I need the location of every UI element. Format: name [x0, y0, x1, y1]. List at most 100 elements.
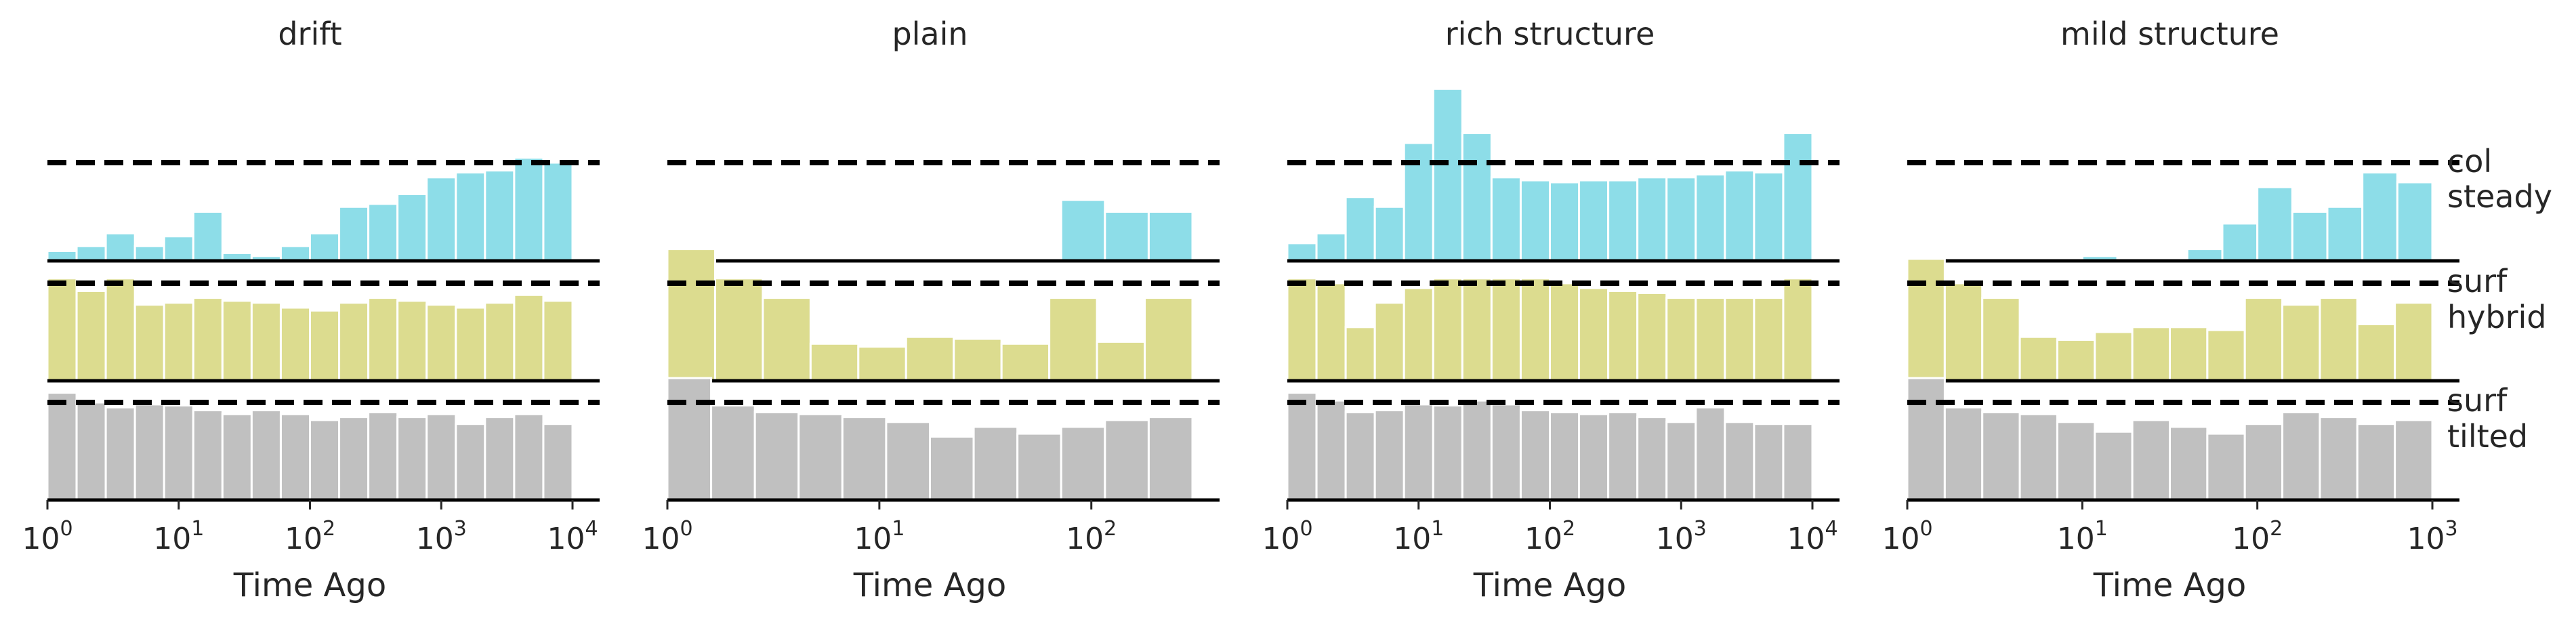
histogram-bar [2094, 430, 2134, 501]
histogram-bar [2131, 326, 2171, 382]
row-label-top: col [2447, 143, 2492, 180]
histogram-bar [513, 157, 545, 262]
histogram-bar [1060, 425, 1106, 501]
histogram-bar [1753, 171, 1785, 262]
histogram-bar [666, 377, 713, 501]
histogram-bar [1981, 411, 2021, 501]
row-label-top: surf [2447, 382, 2508, 419]
histogram-bar [1403, 287, 1434, 382]
histogram-bar [953, 337, 1003, 382]
histogram-bar [1104, 211, 1150, 262]
histogram-bar [367, 203, 399, 262]
tick-exponent: 3 [454, 517, 467, 541]
histogram-bar [1519, 409, 1551, 501]
histogram-bar [2186, 248, 2224, 262]
histogram-bar [1373, 301, 1405, 382]
tick-exponent: 2 [1104, 517, 1117, 541]
histogram-bar [1104, 419, 1150, 501]
histogram-bar [929, 435, 975, 501]
histogram-bar [104, 277, 136, 382]
histogram-bar [1943, 406, 1984, 501]
histogram-bar [484, 301, 516, 382]
x-tick-label: 104 [1787, 517, 1837, 556]
x-tick-label: 104 [547, 517, 598, 556]
tick-base: 10 [2232, 522, 2270, 556]
histogram-bar [1665, 297, 1697, 382]
histogram-bar [1016, 432, 1062, 501]
tick-base: 10 [1524, 522, 1562, 556]
histogram-bar [1144, 297, 1194, 382]
histogram-bar [1403, 403, 1434, 501]
histogram-bar [1724, 297, 1756, 382]
x-axis-ticks: 100 101 102 103 104 [22, 500, 598, 556]
histogram-bar [425, 304, 457, 382]
histogram-bar [163, 301, 194, 382]
x-axis-label: Time Ago [1473, 566, 1626, 604]
histogram-bar [797, 413, 844, 501]
histogram-bar [192, 211, 224, 262]
series-1 [46, 277, 574, 382]
histogram-bar [1344, 196, 1376, 262]
tick-exponent: 1 [2095, 517, 2108, 541]
histogram-bar [2056, 421, 2096, 501]
x-tick-label: 101 [153, 517, 204, 556]
x-axis-label: Time Ago [853, 566, 1006, 604]
panel-title: mild structure [2060, 16, 2279, 52]
x-tick-label: 103 [2407, 517, 2457, 556]
histogram-bar [1344, 326, 1376, 382]
series-0 [1286, 87, 1814, 262]
histogram-bar [221, 413, 253, 501]
histogram-bar [104, 406, 136, 501]
histogram-bar [2131, 419, 2171, 501]
histogram-bar [75, 245, 107, 262]
histogram-bar [1060, 199, 1106, 262]
histogram-bar [2221, 222, 2259, 262]
tick-exponent: 0 [680, 517, 692, 541]
row-label-bottom: tilted [2447, 418, 2528, 455]
x-tick-label: 103 [1656, 517, 1707, 556]
histogram-bar [75, 401, 107, 501]
histogram-bar [1519, 179, 1551, 262]
histogram-bar [2018, 413, 2058, 501]
x-axis-label: Time Ago [233, 566, 386, 604]
row-label-bottom: steady [2447, 178, 2552, 215]
histogram-bar [2281, 411, 2321, 501]
histogram-bar [484, 416, 516, 501]
histogram-bar [1286, 277, 1318, 382]
tick-exponent: 0 [60, 517, 72, 541]
histogram-bar [1943, 282, 1984, 382]
tick-exponent: 3 [2445, 517, 2457, 541]
histogram-bar [133, 304, 165, 382]
tick-exponent: 0 [1919, 517, 1932, 541]
series-0 [46, 157, 574, 262]
tick-base: 10 [2407, 522, 2445, 556]
series-0 [2081, 171, 2434, 262]
histogram-bar [762, 297, 812, 382]
histogram-bar [710, 404, 756, 501]
histogram-bar [1753, 297, 1785, 382]
histogram-bar [1636, 416, 1668, 501]
series-2 [666, 377, 1194, 501]
histogram-bar [1607, 290, 1639, 382]
panel-title: drift [278, 16, 341, 52]
histogram-bar [309, 309, 341, 382]
tick-exponent: 0 [1300, 517, 1312, 541]
tick-base: 10 [854, 522, 892, 556]
histogram-bar [1665, 176, 1697, 262]
histogram-bar [1906, 257, 1946, 382]
histogram-bar [1344, 411, 1376, 501]
histogram-bar [250, 409, 282, 501]
histogram-bar [1578, 287, 1610, 382]
histogram-bar [2281, 304, 2321, 382]
tick-exponent: 2 [2270, 517, 2283, 541]
histogram-bar [809, 342, 860, 382]
histogram-bar [367, 411, 399, 501]
x-tick-label: 100 [1262, 517, 1312, 556]
histogram-bar [1432, 404, 1463, 501]
histogram-bar [309, 232, 341, 262]
series-2 [1906, 377, 2434, 501]
row-label-top: surf [2447, 263, 2508, 299]
